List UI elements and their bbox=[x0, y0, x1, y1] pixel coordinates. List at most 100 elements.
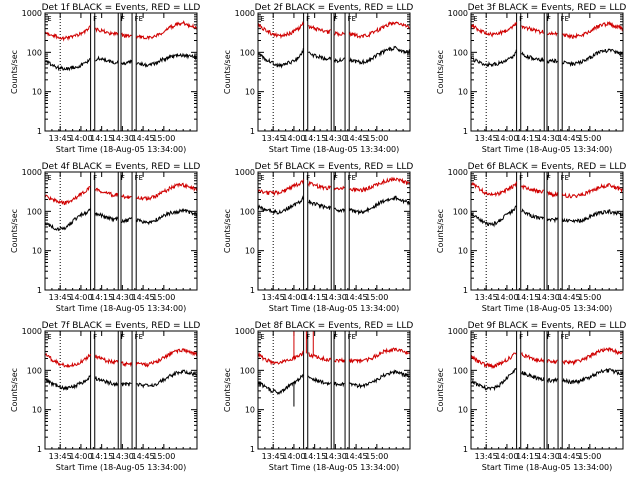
y-axis-label: Counts/sec bbox=[436, 50, 445, 94]
flag-label: F bbox=[121, 333, 125, 341]
y-tick-label: 1000 bbox=[235, 168, 255, 177]
plot-frame bbox=[257, 330, 411, 450]
plot-frame bbox=[257, 12, 411, 132]
series-lld-line bbox=[470, 20, 624, 40]
flag-label: E bbox=[473, 333, 477, 341]
flag-label: F bbox=[519, 174, 523, 182]
x-tick-label: 15:00 bbox=[578, 293, 601, 302]
x-tick-label: 13:45 bbox=[475, 293, 498, 302]
x-tick-label: 14:15 bbox=[90, 452, 113, 461]
y-tick-label: 1 bbox=[37, 286, 42, 295]
series-lld-line bbox=[470, 181, 623, 199]
x-tick-label: 13:45 bbox=[49, 293, 72, 302]
flag-label: FE bbox=[134, 333, 142, 341]
flag-label: F bbox=[121, 174, 125, 182]
x-tick-label: 14:30 bbox=[324, 293, 347, 302]
panel-title: Det 6f BLACK = Events, RED = LLD bbox=[468, 162, 627, 172]
flag-label: F bbox=[93, 333, 97, 341]
plot-frame bbox=[470, 12, 624, 132]
y-tick-label: 100 bbox=[453, 207, 468, 216]
flag-label: E bbox=[47, 333, 51, 341]
panel-title: Det 4f BLACK = Events, RED = LLD bbox=[42, 162, 201, 172]
x-tick-label: 13:45 bbox=[49, 134, 72, 143]
y-tick-label: 100 bbox=[240, 366, 255, 375]
y-tick-label: 1000 bbox=[22, 9, 42, 18]
x-tick-label: 15:00 bbox=[365, 293, 388, 302]
series-events-line bbox=[470, 48, 624, 68]
series-lld-line bbox=[44, 20, 198, 42]
detector-panel-4: Det 4f BLACK = Events, RED = LLD Counts/s… bbox=[10, 162, 200, 313]
flag-label: E bbox=[260, 333, 264, 341]
x-tick-label: 14:00 bbox=[282, 293, 305, 302]
x-tick-label: 14:00 bbox=[69, 452, 92, 461]
plot-frame bbox=[470, 330, 624, 450]
y-tick-label: 1000 bbox=[235, 9, 255, 18]
y-tick-label: 1 bbox=[250, 127, 255, 136]
y-axis-label: Counts/sec bbox=[10, 368, 19, 412]
x-axis-label: Start Time (18-Aug-05 13:34:00) bbox=[269, 463, 400, 472]
plot-frame bbox=[44, 12, 198, 132]
x-tick-label: 14:00 bbox=[69, 293, 92, 302]
y-axis-label: Counts/sec bbox=[223, 368, 232, 412]
series-lld-line bbox=[257, 21, 410, 40]
detector-panel-2: Det 2f BLACK = Events, RED = LLD Counts/s… bbox=[223, 3, 413, 154]
y-tick-label: 100 bbox=[453, 48, 468, 57]
y-tick-label: 1000 bbox=[448, 168, 468, 177]
plot-frame bbox=[44, 330, 198, 450]
x-axis-label: Start Time (18-Aug-05 13:34:00) bbox=[56, 304, 187, 313]
detector-panel-9: Det 9f BLACK = Events, RED = LLD Counts/s… bbox=[436, 321, 626, 472]
panel-title: Det 9f BLACK = Events, RED = LLD bbox=[468, 321, 627, 331]
x-tick-label: 14:15 bbox=[303, 134, 326, 143]
flag-label: FE bbox=[134, 174, 142, 182]
flag-label: E bbox=[47, 174, 51, 182]
x-tick-label: 14:15 bbox=[516, 134, 539, 143]
y-axis-label: Counts/sec bbox=[436, 209, 445, 253]
x-tick-label: 15:00 bbox=[365, 452, 388, 461]
x-tick-label: 13:45 bbox=[262, 452, 285, 461]
x-tick-label: 14:45 bbox=[345, 452, 368, 461]
flag-label: E bbox=[473, 174, 477, 182]
detector-panel-5: Det 5f BLACK = Events, RED = LLD Counts/s… bbox=[223, 162, 413, 313]
x-tick-label: 14:30 bbox=[111, 134, 134, 143]
x-tick-label: 14:30 bbox=[537, 293, 560, 302]
flag-label: F bbox=[519, 333, 523, 341]
y-tick-label: 1 bbox=[37, 127, 42, 136]
x-tick-label: 14:30 bbox=[537, 134, 560, 143]
series-lld-line bbox=[257, 347, 411, 366]
x-tick-label: 14:45 bbox=[558, 293, 581, 302]
y-axis-label: Counts/sec bbox=[223, 209, 232, 253]
flag-label: E bbox=[473, 15, 477, 23]
series-events-line bbox=[44, 52, 197, 72]
x-tick-label: 14:15 bbox=[516, 452, 539, 461]
x-tick-label: 14:30 bbox=[111, 452, 134, 461]
x-tick-label: 14:45 bbox=[345, 134, 368, 143]
flag-label: F bbox=[306, 15, 310, 23]
x-tick-label: 14:30 bbox=[324, 134, 347, 143]
x-axis-label: Start Time (18-Aug-05 13:34:00) bbox=[482, 304, 613, 313]
x-tick-label: 15:00 bbox=[152, 452, 175, 461]
flag-label: F bbox=[334, 174, 338, 182]
y-tick-label: 1000 bbox=[235, 327, 255, 336]
y-tick-label: 10 bbox=[458, 406, 468, 415]
y-tick-label: 100 bbox=[27, 207, 42, 216]
y-axis-label: Counts/sec bbox=[10, 50, 19, 94]
x-tick-label: 15:00 bbox=[578, 134, 601, 143]
x-tick-label: 13:45 bbox=[475, 452, 498, 461]
series-events-line bbox=[470, 205, 624, 228]
y-tick-label: 10 bbox=[245, 406, 255, 415]
y-tick-label: 1 bbox=[463, 286, 468, 295]
y-tick-label: 1000 bbox=[448, 9, 468, 18]
x-tick-label: 14:45 bbox=[558, 452, 581, 461]
x-tick-label: 15:00 bbox=[365, 134, 388, 143]
x-tick-label: 14:00 bbox=[69, 134, 92, 143]
y-tick-label: 100 bbox=[27, 48, 42, 57]
panel-title: Det 8f BLACK = Events, RED = LLD bbox=[255, 321, 414, 331]
x-tick-label: 14:00 bbox=[282, 452, 305, 461]
x-tick-label: 15:00 bbox=[152, 134, 175, 143]
flag-label: FE bbox=[560, 174, 568, 182]
y-axis-label: Counts/sec bbox=[10, 209, 19, 253]
panel-title: Det 7f BLACK = Events, RED = LLD bbox=[42, 321, 201, 331]
x-tick-label: 13:45 bbox=[49, 452, 72, 461]
